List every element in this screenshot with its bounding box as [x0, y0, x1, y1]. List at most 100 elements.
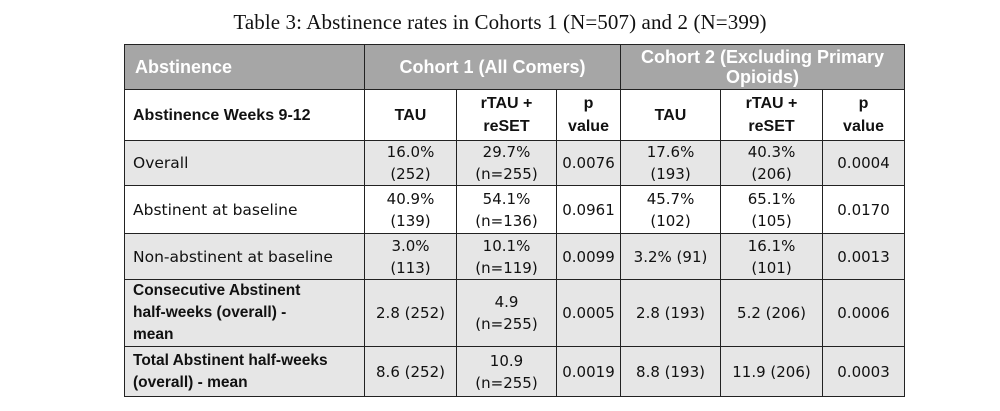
- cell-c2-tau: 45.7% (102): [620, 185, 722, 234]
- row-label-line: half-weeks (overall) -: [133, 304, 287, 321]
- cell-value: 3.2% (91): [633, 247, 708, 266]
- cell-value: 4.9: [494, 293, 519, 311]
- row-label-line: Consecutive Abstinent: [133, 282, 301, 299]
- cell-value: 11.9 (206): [732, 362, 811, 381]
- cell-c1-rtau: 29.7% (n=255): [456, 140, 557, 186]
- cell-c1-tau: 2.8 (252): [364, 279, 457, 347]
- cell-c1-p: 0.0099: [555, 233, 622, 280]
- cell-c2-tau: 3.2% (91): [620, 233, 722, 280]
- cell-value: 0.0003: [837, 362, 890, 381]
- cell-value: 40.3%: [747, 143, 796, 161]
- cell-c1-tau: 40.9% (139): [364, 185, 457, 234]
- cell-c1-p: 0.0019: [555, 346, 622, 397]
- abstinence-table: Abstinence Cohort 1 (All Comers) Cohort …: [124, 44, 906, 397]
- subheader-c1-p-line2: value: [568, 118, 609, 135]
- cell-value: (105): [751, 211, 792, 230]
- cell-value: (101): [751, 258, 792, 277]
- cell-value: (n=255): [475, 315, 538, 333]
- table-row: Total Abstinent half-weeks (overall) - me…: [124, 346, 906, 397]
- cell-c2-rtau: 16.1% (101): [720, 233, 824, 280]
- cell-value: (193): [650, 165, 691, 183]
- cell-c1-rtau: 10.1% (n=119): [456, 233, 557, 280]
- cell-value: 8.8 (193): [636, 362, 705, 381]
- cell-value: 65.1%: [747, 189, 796, 208]
- subheader-label: Abstinence Weeks 9-12: [124, 89, 365, 141]
- cell-c1-tau: 8.6 (252): [364, 346, 457, 397]
- row-label: Abstinent at baseline: [124, 185, 365, 234]
- cell-c2-tau: 17.6% (193): [620, 140, 722, 186]
- cell-value: (206): [751, 165, 792, 183]
- cell-value: 40.9%: [386, 189, 435, 208]
- cell-c2-tau: 8.8 (193): [620, 346, 722, 397]
- row-label-line: mean: [133, 326, 174, 343]
- cell-value: 0.0961: [562, 200, 615, 219]
- table-caption: Table 3: Abstinence rates in Cohorts 1 (…: [233, 10, 767, 34]
- cell-value: 0.0006: [837, 304, 890, 322]
- cell-value: (n=255): [475, 373, 538, 392]
- subheader-c1-tau: TAU: [364, 89, 457, 141]
- subheader-c2-rtau: rTAU + reSET: [720, 89, 824, 141]
- cell-value: 2.8 (252): [376, 304, 445, 322]
- row-label-line: Overall: [133, 154, 189, 172]
- table-row: Abstinent at baseline 40.9% (139) 54.1% (n=1…: [124, 185, 906, 234]
- subheader-c2-p: p value: [822, 89, 906, 141]
- subheader-c1-rtau-line2: reSET: [483, 118, 530, 135]
- cell-c1-p: 0.0961: [555, 185, 622, 234]
- cell-value: 2.8 (193): [636, 304, 705, 322]
- cell-value: 54.1%: [482, 189, 531, 208]
- header-row: Abstinence Cohort 1 (All Comers) Cohort …: [124, 44, 906, 90]
- table-body: Overall 16.0% (252) 29.7% (n=255) 0.0076 17.6%…: [124, 140, 906, 397]
- cell-c2-rtau: 40.3% (206): [720, 140, 824, 186]
- cell-value: 10.1%: [482, 236, 531, 255]
- cell-value: 0.0004: [837, 154, 890, 172]
- cell-c1-rtau: 4.9 (n=255): [456, 279, 557, 347]
- row-label-line: Non-abstinent at baseline: [133, 247, 333, 266]
- cell-c2-p: 0.0013: [822, 233, 906, 280]
- header-abstinence: Abstinence: [124, 44, 365, 90]
- subheader-c2-rtau-line1: rTAU +: [745, 95, 798, 112]
- cell-c2-p: 0.0006: [822, 279, 906, 347]
- row-label-line: (overall) - mean: [133, 373, 248, 391]
- cell-value: (113): [390, 258, 431, 277]
- cell-c1-p: 0.0005: [555, 279, 622, 347]
- cell-value: 0.0005: [562, 304, 615, 322]
- cell-value: 16.0%: [386, 143, 435, 161]
- cell-value: 0.0076: [562, 154, 615, 172]
- row-label: Overall: [124, 140, 365, 186]
- cell-value: (102): [650, 211, 691, 230]
- cell-value: (n=136): [475, 211, 538, 230]
- cell-value: 0.0170: [837, 200, 890, 219]
- cell-c2-tau: 2.8 (193): [620, 279, 722, 347]
- cell-value: 0.0019: [562, 362, 615, 381]
- cell-value: 3.0%: [391, 236, 430, 255]
- cell-c1-tau: 16.0% (252): [364, 140, 457, 186]
- cell-value: 45.7%: [646, 189, 695, 208]
- row-label-line: Total Abstinent half-weeks: [133, 351, 328, 369]
- cell-c2-p: 0.0004: [822, 140, 906, 186]
- row-label: Total Abstinent half-weeks (overall) - me…: [124, 346, 365, 397]
- cell-value: 16.1%: [747, 236, 796, 255]
- cell-value: (n=255): [475, 165, 538, 183]
- cell-c2-rtau: 5.2 (206): [720, 279, 824, 347]
- cell-value: 8.6 (252): [376, 362, 445, 381]
- cell-value: (252): [390, 165, 431, 183]
- row-label: Consecutive Abstinent half-weeks (overall…: [124, 279, 365, 347]
- subheader-c1-p: p value: [555, 89, 622, 141]
- cell-c1-p: 0.0076: [555, 140, 622, 186]
- subheader-c2-rtau-line2: reSET: [748, 118, 795, 135]
- cell-c1-rtau: 54.1% (n=136): [456, 185, 557, 234]
- table-row: Non-abstinent at baseline 3.0% (113) 10.1% (…: [124, 233, 906, 280]
- subheader-c2-p-line2: value: [843, 118, 884, 135]
- cell-c2-rtau: 65.1% (105): [720, 185, 824, 234]
- cell-value: 0.0099: [562, 247, 615, 266]
- subheader-c1-p-line1: p: [583, 95, 594, 112]
- cell-value: 0.0013: [837, 247, 890, 266]
- cell-c1-rtau: 10.9 (n=255): [456, 346, 557, 397]
- cell-c1-tau: 3.0% (113): [364, 233, 457, 280]
- cell-value: 10.9: [489, 351, 524, 370]
- header-cohort-2: Cohort 2 (Excluding Primary Opioids): [620, 44, 906, 90]
- cell-value: 29.7%: [482, 143, 531, 161]
- cell-value: 5.2 (206): [737, 304, 806, 322]
- cell-c2-rtau: 11.9 (206): [720, 346, 824, 397]
- row-label-line: Abstinent at baseline: [133, 200, 298, 219]
